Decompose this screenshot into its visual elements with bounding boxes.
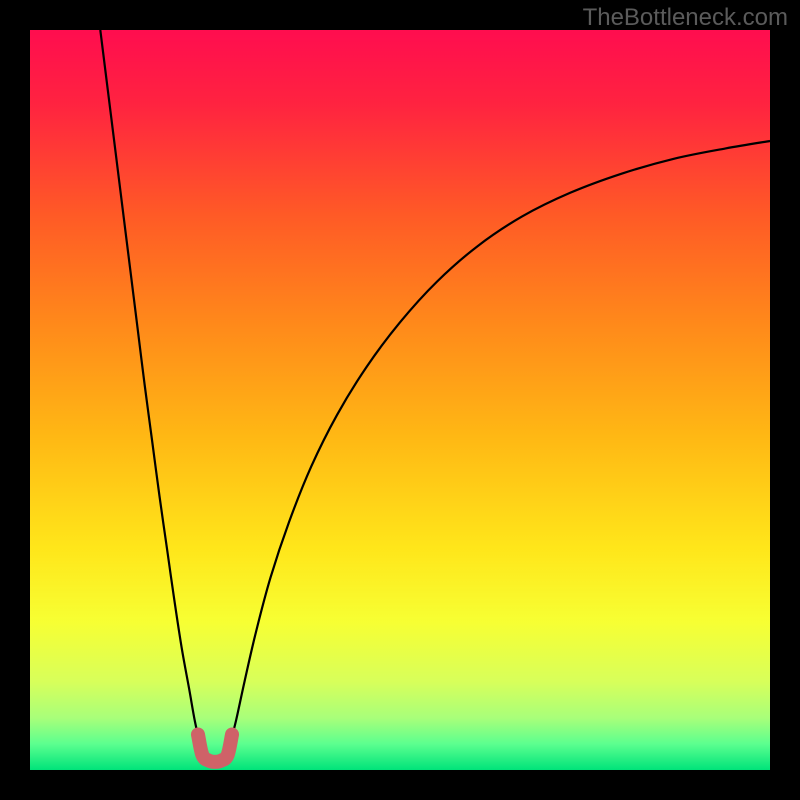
chart-container: TheBottleneck.com	[0, 0, 800, 800]
plot-background	[30, 30, 770, 770]
bottleneck-chart	[0, 0, 800, 800]
watermark-text: TheBottleneck.com	[583, 4, 788, 32]
